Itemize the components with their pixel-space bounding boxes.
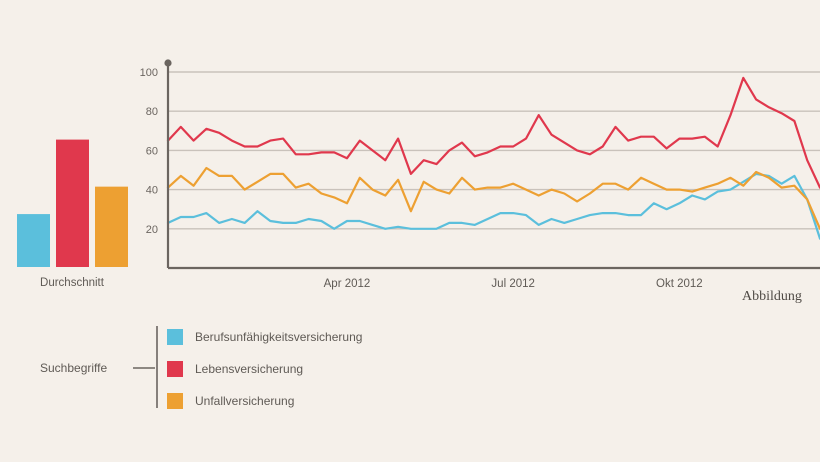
- y-axis-end-dot: [164, 59, 172, 67]
- legend: Berufsunfähigkeitsversicherung Lebensvers…: [167, 329, 362, 409]
- average-label: Durchschnitt: [40, 277, 105, 289]
- y-tick-label-20: 20: [146, 224, 158, 236]
- caption-text: Abbildung: [742, 289, 802, 304]
- y-tick-label-80: 80: [146, 106, 158, 118]
- y-tick-label-60: 60: [146, 145, 158, 157]
- line-series-group: [166, 76, 820, 240]
- legend-swatch-2: [167, 361, 183, 377]
- average-bar-chart: [17, 139, 128, 267]
- x-axis-ticks: Apr 2012 Jul 2012 Okt 2012: [324, 278, 703, 290]
- x-tick-label-1: Apr 2012: [324, 278, 371, 290]
- y-axis-ticks: 20 40 60 80 100: [140, 67, 158, 236]
- x-tick-label-2: Jul 2012: [491, 278, 534, 290]
- average-bar-3: [95, 186, 128, 267]
- y-tick-label-40: 40: [146, 185, 158, 197]
- legend-swatch-1: [167, 329, 183, 345]
- series-line-1: [166, 172, 820, 240]
- y-tick-label-100: 100: [140, 67, 158, 79]
- series-line-2: [166, 76, 820, 189]
- series-line-3: [166, 166, 820, 230]
- average-bar-1: [17, 214, 50, 267]
- average-bar-2: [56, 139, 89, 267]
- legend-label-3: Unfallversicherung: [195, 394, 294, 408]
- legend-swatch-3: [167, 393, 183, 409]
- legend-group-label: Suchbegriffe: [40, 361, 107, 375]
- legend-label-1: Berufsunfähigkeitsversicherung: [195, 330, 362, 344]
- legend-label-2: Lebensversicherung: [195, 362, 303, 376]
- x-tick-label-3: Okt 2012: [656, 278, 703, 290]
